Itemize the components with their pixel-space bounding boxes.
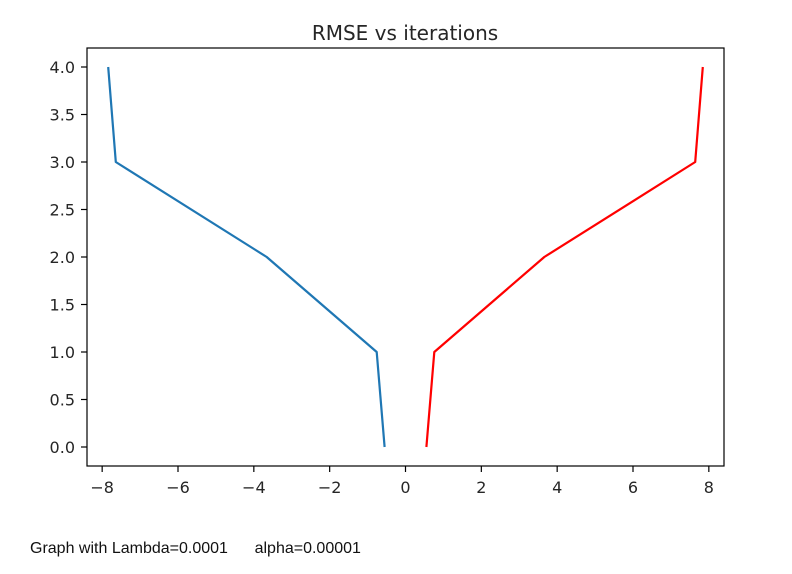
x-tick-label: 2 — [476, 478, 486, 497]
y-tick-label: 3.5 — [50, 106, 75, 125]
y-tick-label: 2.5 — [50, 201, 75, 220]
x-tick-label: 6 — [628, 478, 638, 497]
caption-alpha: alpha=0.00001 — [254, 540, 361, 557]
plot-area: −8 −6 −4 −2 0 2 4 6 8 0.0 0.5 1.0 1.5 2.0 2.5 3.0 3.5 4.0 — [50, 47, 725, 497]
x-tick-label: 0 — [400, 478, 410, 497]
y-tick-label: 0.0 — [50, 438, 75, 457]
y-tick-label: 4.0 — [50, 58, 75, 77]
y-tick-label: 1.0 — [50, 343, 75, 362]
x-tick-label: 4 — [552, 478, 562, 497]
x-tick-label: 8 — [704, 478, 714, 497]
y-tick-label: 2.0 — [50, 248, 75, 267]
x-tick-label: −2 — [318, 478, 342, 497]
x-tick-label: −6 — [166, 478, 190, 497]
y-tick-label: 1.5 — [50, 296, 75, 315]
series-line-1 — [107, 66, 386, 448]
x-tick-label: −4 — [242, 478, 266, 497]
y-tick-label: 3.0 — [50, 153, 75, 172]
series-line-2 — [425, 66, 704, 448]
chart: RMSE vs iterations −8 −6 −4 −2 0 2 4 6 8 0.0 0.5 1.… — [50, 21, 725, 497]
figure-caption: Graph with Lambda=0.0001 alpha=0.00001 — [30, 540, 361, 558]
caption-lambda: Graph with Lambda=0.0001 — [30, 540, 228, 557]
y-tick-label: 0.5 — [50, 391, 75, 410]
plot-frame — [86, 47, 725, 467]
chart-title: RMSE vs iterations — [312, 21, 498, 45]
x-tick-label: −8 — [90, 478, 114, 497]
